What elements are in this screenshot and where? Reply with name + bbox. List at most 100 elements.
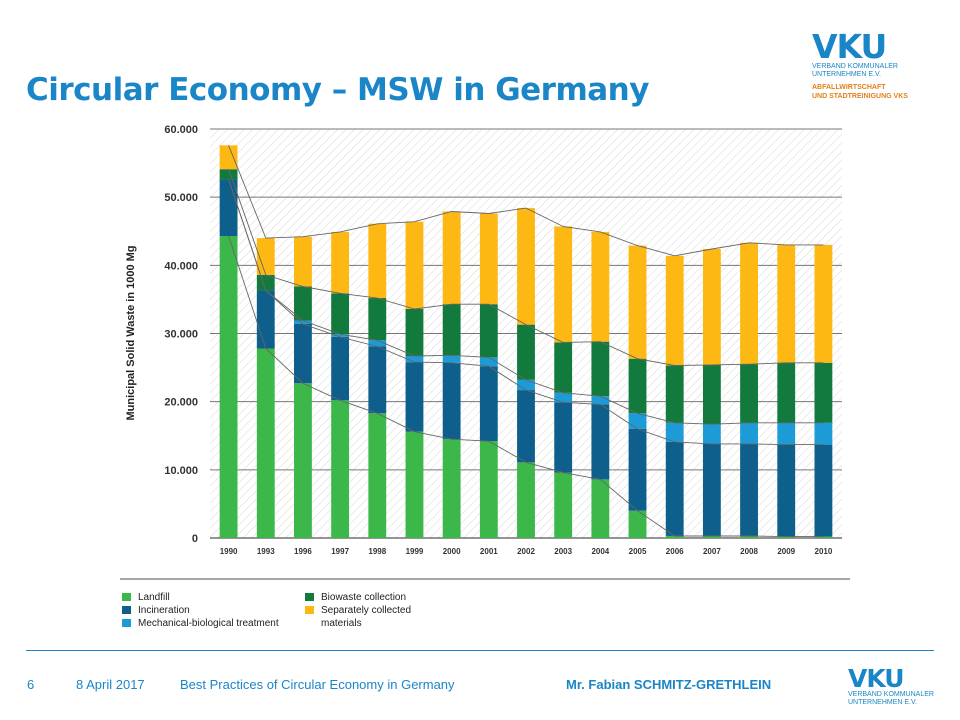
bar-segment bbox=[405, 431, 424, 538]
bar-segment bbox=[702, 364, 721, 425]
footer-speaker: Mr. Fabian SCHMITZ-GRETHLEIN bbox=[566, 677, 772, 692]
legend-label: Mechanical-biological treatment bbox=[138, 618, 279, 629]
bar-segment bbox=[517, 390, 535, 463]
bar-segment bbox=[331, 293, 350, 335]
bar-segment bbox=[442, 355, 461, 363]
bar-segment bbox=[256, 238, 275, 275]
y-tick-label: 30.000 bbox=[164, 329, 198, 341]
bar-segment bbox=[814, 444, 833, 537]
bar-segment bbox=[405, 355, 424, 363]
bar-segment bbox=[331, 336, 350, 401]
x-tick-label: 1993 bbox=[257, 547, 275, 556]
bar-segment bbox=[740, 422, 758, 444]
x-tick-label: 1999 bbox=[406, 547, 424, 556]
vku-logo-line4: und Stadtreinigung VKS bbox=[812, 93, 908, 101]
x-tick-label: 2002 bbox=[517, 547, 535, 556]
bar-segment bbox=[256, 274, 275, 291]
y-tick-label: 60.000 bbox=[164, 124, 198, 136]
trend-line bbox=[228, 235, 824, 538]
bar-segment bbox=[331, 334, 350, 337]
y-tick-label: 10.000 bbox=[164, 465, 198, 477]
legend-swatch bbox=[122, 593, 131, 601]
bar-segment bbox=[591, 231, 610, 342]
bar-segment bbox=[554, 472, 573, 538]
legend-swatch bbox=[122, 606, 131, 614]
legend-swatch bbox=[305, 606, 314, 614]
bar-segment bbox=[777, 244, 796, 363]
y-tick-label: 0 bbox=[192, 533, 198, 545]
bar-segment bbox=[554, 226, 573, 343]
footer-presentation-title: Best Practices of Circular Economy in Ge… bbox=[180, 677, 455, 692]
bar-segment bbox=[294, 320, 312, 324]
y-tick-label: 50.000 bbox=[164, 192, 198, 204]
bar-segment bbox=[294, 383, 312, 538]
bar-segment bbox=[479, 441, 498, 538]
bar-segment bbox=[591, 479, 610, 538]
bar-segment bbox=[479, 366, 498, 442]
bar-segment bbox=[368, 413, 387, 538]
trend-line bbox=[228, 169, 824, 366]
x-tick-label: 2000 bbox=[443, 547, 461, 556]
bar-segment bbox=[517, 462, 535, 538]
bar-segment bbox=[814, 422, 833, 445]
vku-logo-line3: Abfallwirtschaft bbox=[812, 84, 886, 92]
bar-segment bbox=[628, 510, 647, 538]
bar-segment bbox=[777, 444, 796, 537]
y-tick-label: 40.000 bbox=[164, 260, 198, 272]
bar-segment bbox=[665, 535, 684, 538]
bar-segment bbox=[702, 424, 721, 444]
bar-segment bbox=[814, 536, 833, 538]
vku-logo-bottom-line2: Unternehmen e.V. bbox=[848, 699, 917, 707]
vku-logo-bottom-mark: VKU bbox=[848, 664, 905, 693]
x-tick-label: 2003 bbox=[554, 547, 572, 556]
bar-segment bbox=[219, 169, 238, 180]
page-number: 6 bbox=[27, 677, 35, 692]
y-tick-label: 20.000 bbox=[164, 397, 198, 409]
bar-segment bbox=[591, 404, 610, 480]
x-tick-label: 1997 bbox=[331, 547, 349, 556]
bar-segment bbox=[517, 324, 535, 380]
bar-segment bbox=[665, 255, 684, 366]
footer-divider bbox=[26, 650, 934, 651]
bar-segment bbox=[219, 236, 238, 538]
bar-segment bbox=[331, 231, 350, 294]
bar-segment bbox=[665, 441, 684, 536]
bar-segment bbox=[554, 392, 573, 403]
bar-segment bbox=[740, 364, 758, 423]
bar-segment bbox=[442, 362, 461, 440]
msw-chart: 0 10.000 20.000 30.000 40.000 50.000 60.000 19… bbox=[120, 124, 850, 629]
bar-segment bbox=[702, 443, 721, 536]
bar-segment bbox=[294, 236, 312, 287]
x-tick-label: 2001 bbox=[480, 547, 498, 556]
bar-segment bbox=[219, 145, 238, 170]
x-tick-label: 2010 bbox=[815, 547, 833, 556]
bar-segment bbox=[777, 362, 796, 423]
legend-label: Separately collected materials bbox=[321, 605, 411, 629]
x-tick-label: 2007 bbox=[703, 547, 721, 556]
bar-segment bbox=[479, 357, 498, 367]
vku-logo-bottom-line1: Verband kommunaler bbox=[848, 691, 934, 698]
bar-segment bbox=[256, 348, 275, 538]
slide-title: Circular Economy – MSW in Germany bbox=[26, 72, 649, 108]
legend-label: Landfill bbox=[138, 592, 170, 603]
bar-segment bbox=[814, 362, 833, 423]
x-tick-label: 2009 bbox=[777, 547, 795, 556]
bar-segment bbox=[294, 323, 312, 384]
bar-segment bbox=[368, 223, 387, 299]
bar-segment bbox=[442, 304, 461, 356]
bar-segment bbox=[256, 290, 275, 349]
x-tick-label: 1998 bbox=[368, 547, 386, 556]
x-tick-label: 2006 bbox=[666, 547, 684, 556]
msw-chart-svg: 0 10.000 20.000 30.000 40.000 50.000 60.000 19… bbox=[120, 124, 850, 629]
bar-segment bbox=[517, 208, 535, 325]
bar-segment bbox=[777, 422, 796, 445]
bar-segment bbox=[368, 346, 387, 414]
y-axis-label: Municipal Solid Waste in 1000 Mg bbox=[125, 245, 137, 420]
bar-segment bbox=[517, 379, 535, 391]
bar-segment bbox=[665, 365, 684, 423]
bar-segment bbox=[702, 248, 721, 365]
bar-segment bbox=[740, 242, 758, 365]
x-tick-label: 2004 bbox=[591, 547, 609, 556]
bar-segment bbox=[814, 244, 833, 363]
x-tick-label: 1990 bbox=[220, 547, 238, 556]
